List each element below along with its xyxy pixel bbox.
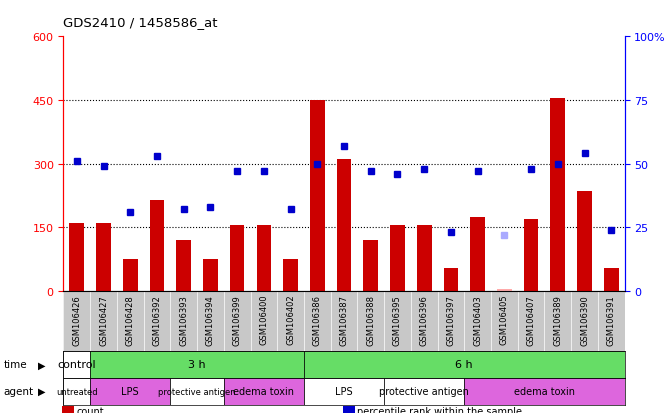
Text: ▶: ▶ bbox=[38, 359, 45, 370]
Text: protective antigen: protective antigen bbox=[158, 387, 236, 396]
Bar bbox=[90, 378, 170, 405]
Bar bbox=[390, 225, 405, 291]
Text: GSM106399: GSM106399 bbox=[232, 294, 242, 345]
Text: GSM106402: GSM106402 bbox=[286, 294, 295, 345]
Text: GSM106397: GSM106397 bbox=[446, 294, 456, 345]
Bar bbox=[524, 219, 538, 291]
Text: 3 h: 3 h bbox=[188, 359, 206, 370]
Bar bbox=[63, 351, 90, 378]
Text: GSM106387: GSM106387 bbox=[339, 294, 349, 345]
Text: untreated: untreated bbox=[56, 387, 98, 396]
Bar bbox=[470, 217, 485, 291]
Bar bbox=[69, 223, 84, 291]
Text: GSM106389: GSM106389 bbox=[553, 294, 562, 345]
Text: 6 h: 6 h bbox=[456, 359, 473, 370]
Bar bbox=[417, 225, 432, 291]
Text: edema toxin: edema toxin bbox=[514, 386, 575, 396]
Text: control: control bbox=[57, 359, 96, 370]
Text: ▶: ▶ bbox=[38, 386, 45, 396]
Text: edema toxin: edema toxin bbox=[233, 386, 295, 396]
Bar bbox=[63, 378, 90, 405]
Text: protective antigen: protective antigen bbox=[379, 386, 469, 396]
Text: agent: agent bbox=[3, 386, 33, 396]
Bar bbox=[604, 268, 619, 291]
Bar bbox=[497, 289, 512, 291]
Text: LPS: LPS bbox=[122, 386, 139, 396]
Bar bbox=[550, 99, 565, 291]
Text: GSM106400: GSM106400 bbox=[259, 294, 269, 345]
Text: GSM106428: GSM106428 bbox=[126, 294, 135, 345]
Text: GSM106392: GSM106392 bbox=[152, 294, 162, 345]
Bar bbox=[310, 101, 325, 291]
Bar bbox=[230, 225, 244, 291]
Bar bbox=[150, 200, 164, 291]
Bar bbox=[176, 240, 191, 291]
Text: GSM106386: GSM106386 bbox=[313, 294, 322, 345]
Text: GSM106426: GSM106426 bbox=[72, 294, 81, 345]
Text: GSM106395: GSM106395 bbox=[393, 294, 402, 345]
Bar bbox=[224, 378, 304, 405]
Bar bbox=[96, 223, 111, 291]
Text: GSM106390: GSM106390 bbox=[580, 294, 589, 345]
Text: GSM106403: GSM106403 bbox=[473, 294, 482, 345]
Text: GSM106393: GSM106393 bbox=[179, 294, 188, 345]
Text: GSM106396: GSM106396 bbox=[420, 294, 429, 345]
Bar bbox=[577, 192, 592, 291]
Text: GSM106427: GSM106427 bbox=[99, 294, 108, 345]
Bar bbox=[337, 160, 351, 291]
Text: LPS: LPS bbox=[335, 386, 353, 396]
Bar bbox=[363, 240, 378, 291]
Bar bbox=[170, 378, 224, 405]
Text: GDS2410 / 1458586_at: GDS2410 / 1458586_at bbox=[63, 16, 218, 29]
Bar bbox=[283, 259, 298, 291]
Text: GSM106394: GSM106394 bbox=[206, 294, 215, 345]
Text: percentile rank within the sample: percentile rank within the sample bbox=[357, 406, 522, 413]
Bar bbox=[123, 259, 138, 291]
Text: GSM106407: GSM106407 bbox=[526, 294, 536, 345]
Text: GSM106388: GSM106388 bbox=[366, 294, 375, 345]
Text: GSM106405: GSM106405 bbox=[500, 294, 509, 345]
Bar bbox=[464, 378, 625, 405]
Bar bbox=[304, 351, 625, 378]
Bar bbox=[384, 378, 464, 405]
Bar bbox=[304, 378, 384, 405]
Text: GSM106391: GSM106391 bbox=[607, 294, 616, 345]
Bar bbox=[444, 268, 458, 291]
Text: time: time bbox=[3, 359, 27, 370]
Bar bbox=[257, 225, 271, 291]
Bar bbox=[90, 351, 304, 378]
Bar bbox=[203, 259, 218, 291]
Text: count: count bbox=[77, 406, 104, 413]
